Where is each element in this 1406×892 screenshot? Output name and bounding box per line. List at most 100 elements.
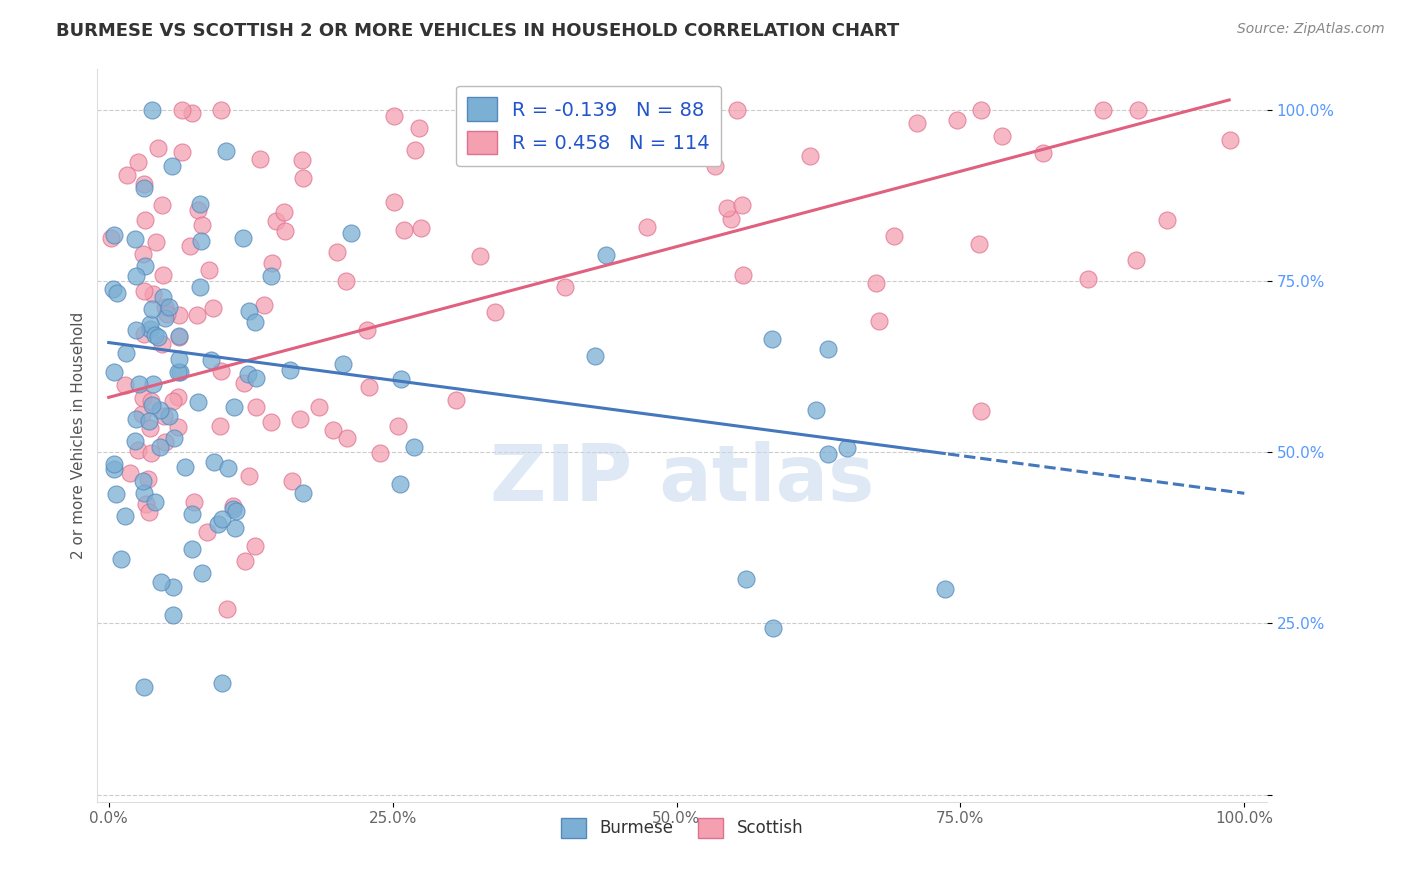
Point: [817, 447, 839, 461]
Point: [134, 680, 156, 694]
Point: [174, 459, 197, 474]
Point: [180, 507, 202, 521]
Point: [238, 304, 260, 318]
Point: [404, 143, 426, 157]
Point: [152, 290, 174, 304]
Point: [232, 230, 254, 244]
Point: [149, 441, 172, 455]
Point: [201, 301, 224, 315]
Point: [202, 455, 225, 469]
Point: [145, 328, 167, 343]
Point: [138, 414, 160, 428]
Point: [188, 280, 211, 294]
Point: [141, 302, 163, 317]
Point: [280, 363, 302, 377]
Point: [103, 365, 125, 379]
Point: [209, 103, 232, 118]
Point: [967, 236, 990, 251]
Point: [191, 219, 214, 233]
Point: [211, 675, 233, 690]
Point: [141, 399, 163, 413]
Point: [195, 525, 218, 540]
Point: [336, 431, 359, 445]
Point: [224, 400, 246, 414]
Legend: Burmese, Scottish: Burmese, Scottish: [554, 811, 810, 845]
Point: [135, 497, 157, 511]
Point: [806, 402, 828, 417]
Point: [142, 286, 165, 301]
Point: [411, 221, 433, 235]
Text: ZIP atlas: ZIP atlas: [491, 441, 875, 517]
Point: [1125, 253, 1147, 268]
Point: [190, 234, 212, 248]
Point: [132, 247, 155, 261]
Point: [236, 367, 259, 381]
Point: [905, 115, 928, 129]
Point: [222, 499, 245, 513]
Point: [157, 409, 180, 423]
Point: [970, 103, 993, 117]
Point: [141, 394, 163, 409]
Point: [762, 621, 785, 635]
Point: [200, 352, 222, 367]
Point: [686, 103, 709, 117]
Point: [731, 268, 754, 283]
Point: [243, 539, 266, 553]
Point: [146, 141, 169, 155]
Point: [725, 103, 748, 117]
Point: [139, 446, 162, 460]
Point: [468, 248, 491, 262]
Point: [716, 201, 738, 215]
Point: [187, 394, 209, 409]
Point: [208, 418, 231, 433]
Point: [1092, 103, 1115, 117]
Point: [180, 105, 202, 120]
Point: [152, 409, 174, 424]
Point: [139, 317, 162, 331]
Point: [946, 113, 969, 128]
Point: [124, 434, 146, 449]
Point: [101, 282, 124, 296]
Point: [134, 177, 156, 191]
Point: [215, 144, 238, 158]
Point: [245, 400, 267, 414]
Point: [273, 204, 295, 219]
Point: [292, 486, 315, 500]
Point: [170, 145, 193, 159]
Point: [167, 308, 190, 322]
Point: [152, 268, 174, 282]
Point: [188, 196, 211, 211]
Point: [149, 574, 172, 589]
Point: [166, 390, 188, 404]
Point: [326, 244, 349, 259]
Point: [191, 566, 214, 581]
Point: [115, 168, 138, 182]
Text: BURMESE VS SCOTTISH 2 OR MORE VEHICLES IN HOUSEHOLD CORRELATION CHART: BURMESE VS SCOTTISH 2 OR MORE VEHICLES I…: [56, 22, 900, 40]
Point: [150, 197, 173, 211]
Point: [103, 227, 125, 242]
Point: [134, 260, 156, 274]
Point: [612, 138, 634, 153]
Point: [245, 371, 267, 385]
Point: [198, 263, 221, 277]
Point: [167, 330, 190, 344]
Point: [332, 357, 354, 371]
Point: [1077, 272, 1099, 286]
Point: [211, 512, 233, 526]
Point: [167, 352, 190, 367]
Point: [132, 284, 155, 298]
Point: [484, 305, 506, 319]
Point: [335, 274, 357, 288]
Point: [868, 314, 890, 328]
Point: [233, 554, 256, 568]
Point: [595, 103, 617, 117]
Point: [207, 516, 229, 531]
Point: [404, 440, 426, 454]
Point: [132, 486, 155, 500]
Point: [125, 323, 148, 337]
Point: [761, 332, 783, 346]
Point: [127, 155, 149, 169]
Point: [217, 461, 239, 475]
Point: [274, 224, 297, 238]
Point: [387, 418, 409, 433]
